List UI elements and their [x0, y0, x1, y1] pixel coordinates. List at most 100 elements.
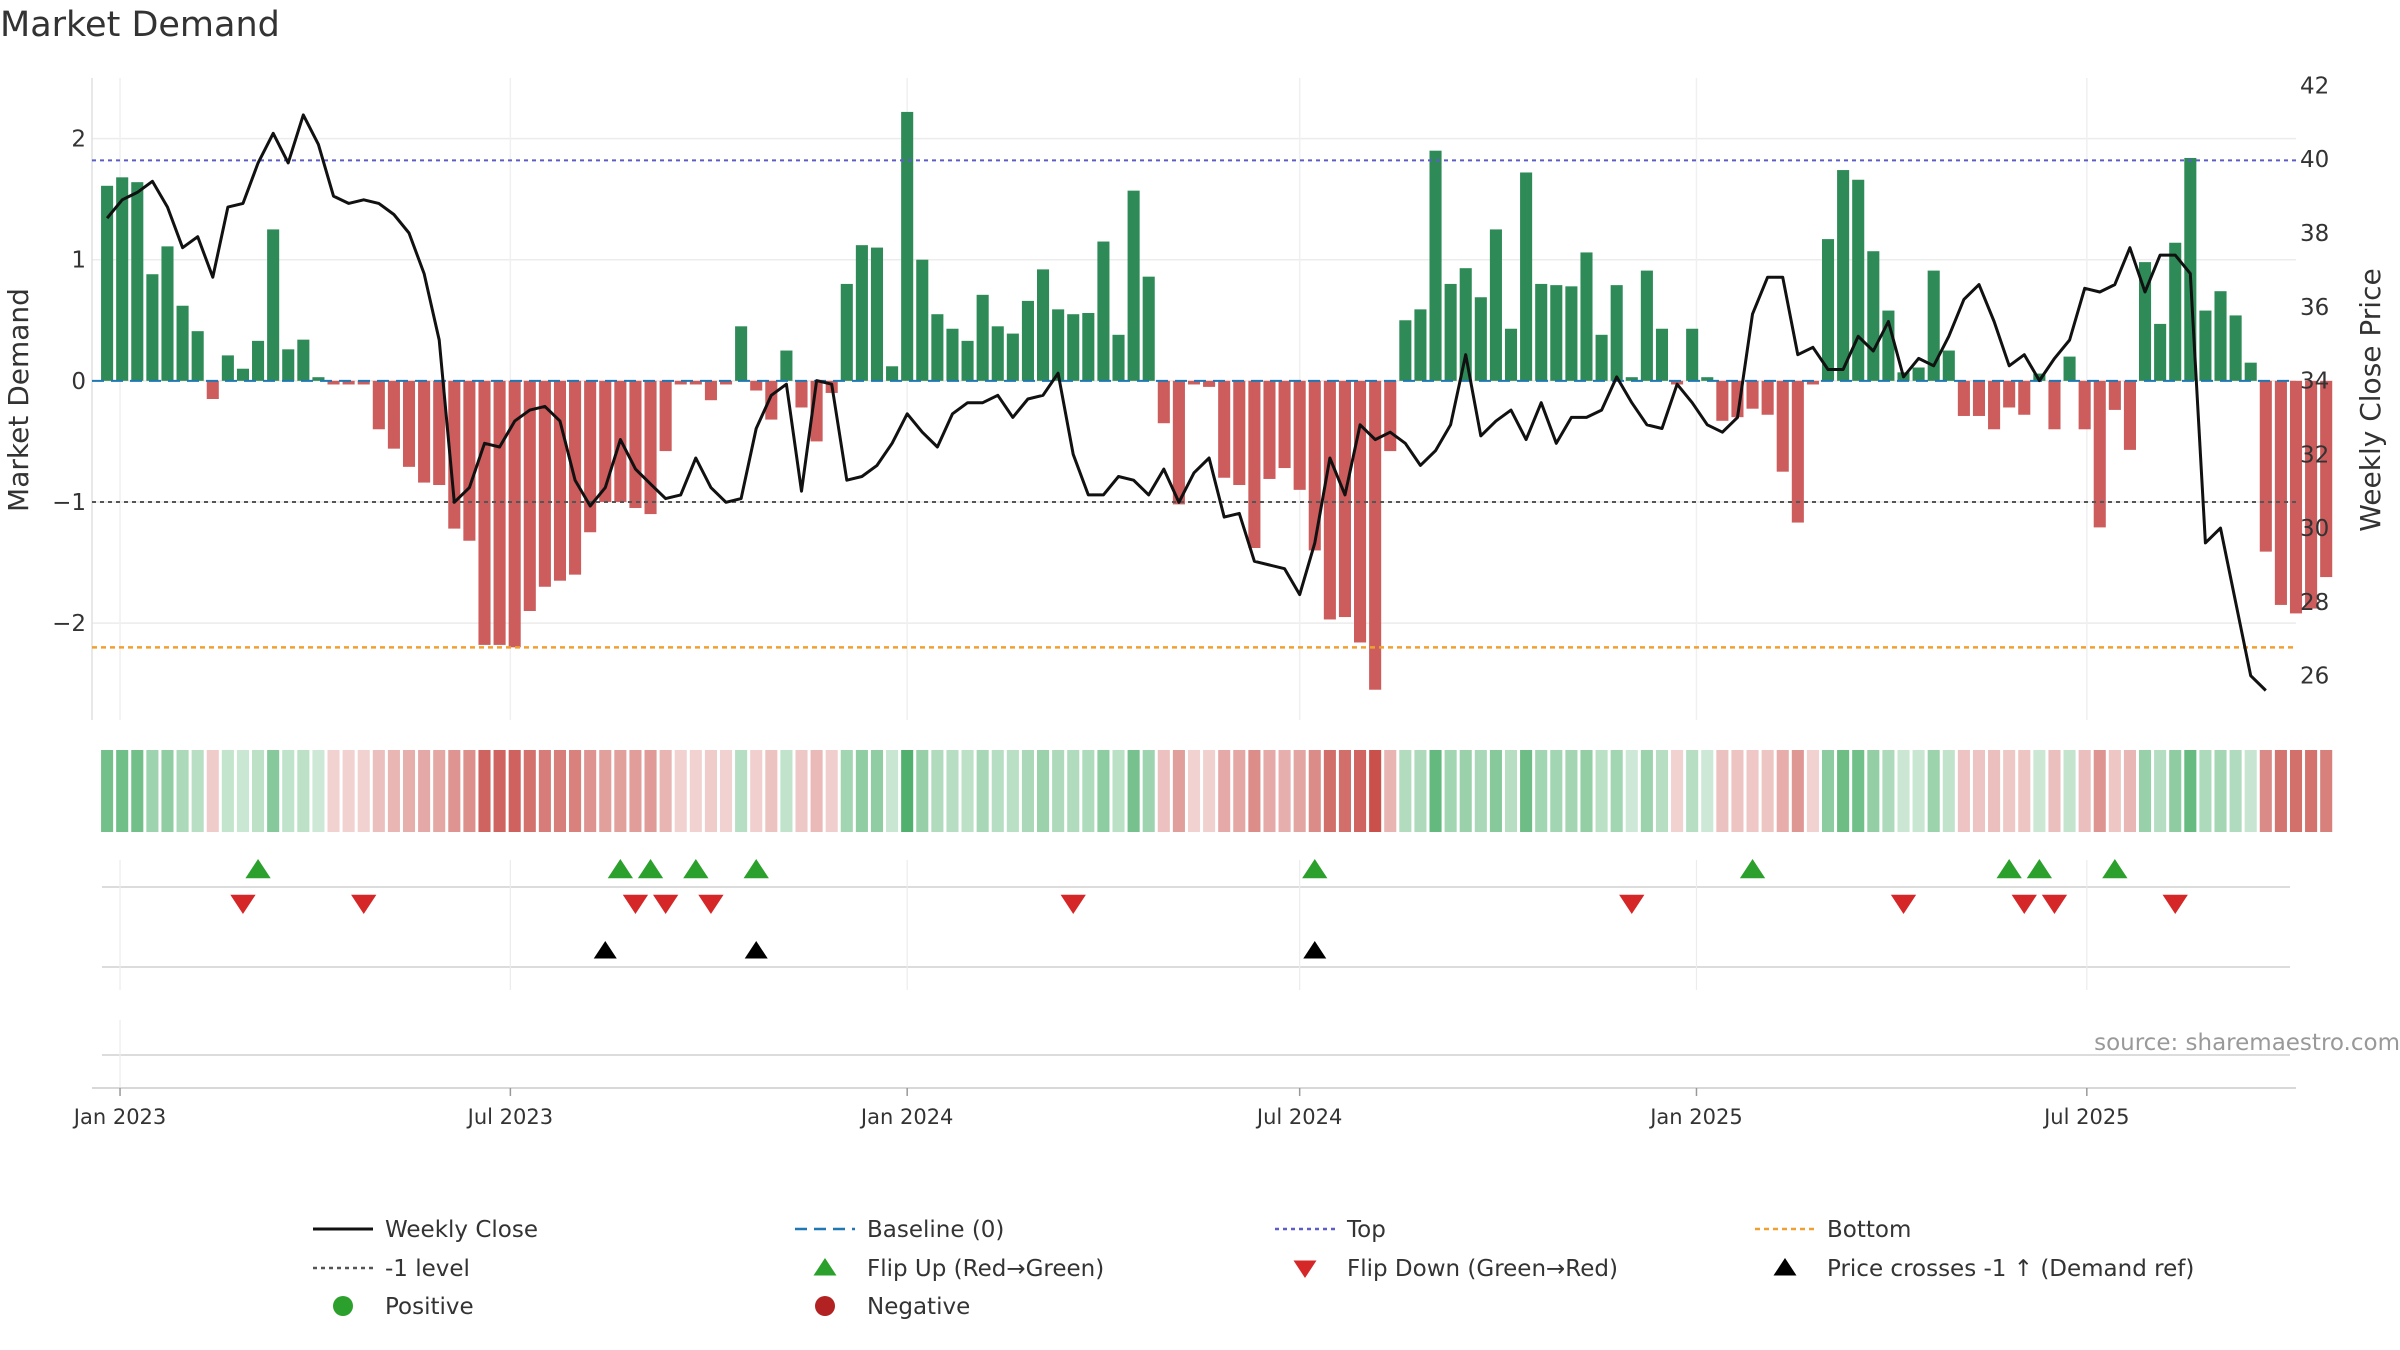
heat-cell — [236, 750, 249, 832]
demand-bar — [312, 377, 325, 381]
flip-down-marker — [1890, 894, 1917, 914]
heat-cell — [976, 750, 989, 832]
demand-bar — [176, 305, 189, 381]
weekly-close-line — [105, 113, 2267, 692]
demand-bar — [584, 380, 597, 533]
heat-cell — [886, 750, 899, 832]
demand-bar — [2123, 380, 2136, 450]
heat-cell — [1157, 750, 1170, 832]
demand-bar — [1052, 309, 1065, 381]
demand-bar — [961, 340, 974, 381]
heat-cell — [1701, 750, 1714, 832]
heat-cell — [161, 750, 174, 832]
heat-cell — [840, 750, 853, 832]
demand-bar — [342, 380, 355, 385]
demand-bar — [840, 283, 853, 381]
heat-cell — [1021, 750, 1034, 832]
demand-bar — [1323, 380, 1336, 620]
y2-tick-label: 32 — [2300, 442, 2329, 468]
heat-cell — [2289, 750, 2303, 832]
demand-bar — [2108, 380, 2121, 410]
flip-down-marker — [1619, 894, 1645, 914]
heat-cell — [931, 750, 944, 832]
heat-cell — [2108, 750, 2121, 832]
demand-bar — [2259, 380, 2272, 552]
demand-bar — [750, 380, 763, 391]
demand-bar — [1338, 380, 1351, 618]
heat-cell — [493, 750, 506, 832]
heat-cell — [357, 750, 370, 832]
demand-bar — [2289, 380, 2303, 614]
demand-bar — [1655, 328, 1669, 381]
heat-cell — [810, 750, 823, 832]
heat-cell — [1399, 750, 1412, 832]
legend-entry-weekly-close: Weekly Close — [313, 1217, 538, 1243]
heat-cell — [1565, 750, 1578, 832]
demand-bar — [1640, 270, 1653, 381]
heat-cell — [312, 750, 325, 832]
heat-cell — [1580, 750, 1593, 832]
demand-bar — [2078, 380, 2091, 430]
heat-cell — [1127, 750, 1140, 832]
heat-cell — [1821, 750, 1835, 832]
heat-cell — [342, 750, 355, 832]
demand-bar — [659, 380, 672, 452]
y-tick-label: 0 — [71, 369, 86, 395]
demand-bar — [2033, 373, 2046, 381]
demand-bar — [1837, 170, 1850, 381]
heat-cell — [1610, 750, 1623, 832]
demand-bar — [1021, 300, 1034, 381]
heat-cell — [1867, 750, 1880, 832]
heat-cell — [1037, 750, 1050, 832]
demand-bar — [1369, 380, 1382, 690]
demand-bar — [1308, 380, 1321, 551]
heat-cell — [1052, 750, 1065, 832]
flip-up-marker — [245, 859, 271, 879]
heat-cell — [2169, 750, 2182, 832]
heat-cell — [825, 750, 838, 832]
heat-cell — [1474, 750, 1487, 832]
heat-cell — [2018, 750, 2031, 832]
heat-cell — [267, 750, 280, 832]
x-tick-label: Jan 2025 — [1648, 1105, 1743, 1129]
demand-bar — [1384, 380, 1397, 452]
heat-cell — [1912, 750, 1925, 832]
heat-cell — [1429, 750, 1442, 832]
demand-bar — [206, 380, 219, 399]
heat-cell — [2214, 750, 2227, 832]
heat-cell — [2003, 750, 2016, 832]
heat-cell — [146, 750, 159, 832]
flip-down-marker — [1060, 894, 1086, 914]
heat-cell — [1806, 750, 1819, 832]
y2-tick-label: 42 — [2300, 73, 2329, 99]
legend-label: -1 level — [385, 1256, 470, 1282]
heat-cell — [1263, 750, 1276, 832]
demand-bar — [2154, 323, 2167, 381]
demand-bar — [1354, 380, 1367, 643]
heat-cell — [2229, 750, 2242, 832]
demand-heat-strip — [101, 750, 2333, 832]
demand-bar — [2214, 291, 2227, 381]
heat-cell — [327, 750, 340, 832]
legend-swatch — [813, 1258, 837, 1276]
demand-bar — [1203, 380, 1216, 387]
y-tick-label: 2 — [71, 127, 86, 153]
demand-bar — [916, 259, 929, 381]
flip-up-marker — [607, 859, 634, 879]
demand-bar — [1187, 380, 1201, 385]
demand-bar — [704, 380, 717, 401]
y2-tick-label: 40 — [2300, 147, 2329, 173]
flip-down-marker — [652, 894, 679, 914]
legend-label: Flip Down (Green→Red) — [1347, 1256, 1618, 1282]
demand-bar — [1942, 350, 1955, 381]
heat-cell — [448, 750, 461, 832]
demand-bar — [478, 380, 491, 645]
demand-bar — [2229, 315, 2242, 381]
demand-bar — [493, 380, 506, 645]
heat-cell — [116, 750, 129, 832]
demand-bar — [976, 294, 989, 381]
heat-cell — [1203, 750, 1216, 832]
heat-cell — [1550, 750, 1563, 832]
flip-down-marker — [2011, 894, 2037, 914]
reference-lines — [92, 159, 2296, 649]
